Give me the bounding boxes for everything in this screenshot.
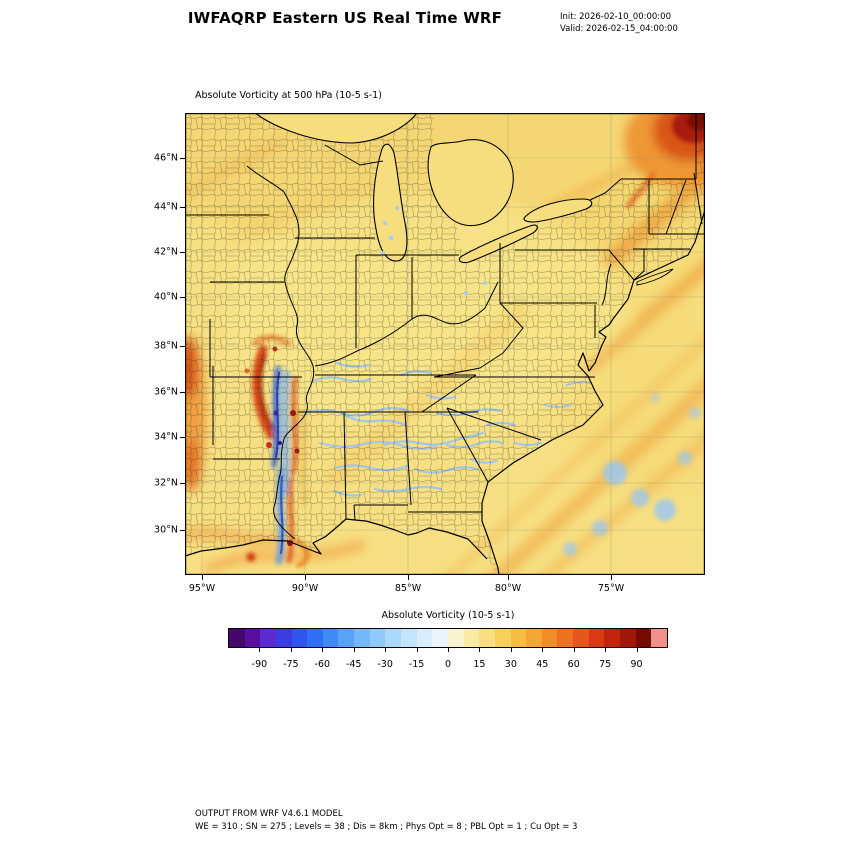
colorbar-cell [573,629,589,647]
colorbar-tick-label: 75 [599,659,612,670]
colorbar-cell [651,629,667,647]
map-panel [185,113,705,575]
valid-time: Valid: 2026-02-15_04:00:00 [560,24,678,34]
state-boundaries [185,113,705,540]
colorbar-tick-mark [322,648,324,652]
colorbar-tick-label: -15 [408,659,425,670]
colorbar-cell [447,629,464,647]
colorbar-tick-mark [353,648,355,652]
vorticity-map-canvas [185,113,705,575]
colorbar-cell [494,629,511,647]
lon-tick-label: 95°W [188,583,216,594]
colorbar-cell [510,629,527,647]
footer-model-line: OUTPUT FROM WRF V4.6.1 MODEL [195,809,343,819]
colorbar [228,628,668,648]
colorbar-tick-label: 0 [444,659,452,670]
colorbar-cell [322,629,339,647]
lat-tick-label: 42°N [154,246,178,258]
colorbar-tick-label: 15 [473,659,486,670]
colorbar-cell [588,629,605,647]
page-title: IWFAQRP Eastern US Real Time WRF [187,9,503,27]
great-lakes [254,113,593,264]
colorbar-cell [479,629,495,647]
colorbar-cell [260,629,276,647]
colorbar-tick-label: -90 [251,659,268,670]
lat-tick-label: 38°N [154,340,178,352]
lon-tick-label: 75°W [597,583,625,594]
colorbar-cell [416,629,433,647]
colorbar-tick-mark [290,648,292,652]
lon-tick-mark [202,575,203,580]
colorbar-tick-mark [542,648,544,652]
lat-tick-label: 46°N [154,152,178,164]
colorbar-cell [557,629,574,647]
footer: OUTPUT FROM WRF V4.6.1 MODEL WE = 310 ; … [195,808,577,833]
colorbar-tick-label: -75 [283,659,299,670]
colorbar-tick-label: -45 [345,659,362,670]
run-info: Init: 2026-02-10_00:00:00 Valid: 2026-02… [560,11,678,35]
coastline [185,209,705,575]
colorbar-tick-mark [385,648,387,652]
lon-tick-label: 85°W [394,583,422,594]
lat-tick-label: 32°N [154,477,178,489]
colorbar-cell [338,629,355,647]
lat-tick-label: 30°N [154,524,178,536]
colorbar-cell [291,629,308,647]
colorbar-cell [354,629,370,647]
colorbar-tick-label: 60 [567,659,580,670]
colorbar-cell [604,629,621,647]
lon-tick-mark [408,575,409,580]
colorbar-tick-label: 30 [504,659,517,670]
colorbar-tick-mark [479,648,481,652]
colorbar-tick-label: -30 [377,659,393,670]
colorbar-tick-label: 45 [536,659,549,670]
long-island [636,268,674,286]
colorbar-cell [275,629,292,647]
colorbar-cell [401,629,417,647]
colorbar-cell [635,629,652,647]
lake-speckles [381,206,487,295]
lat-tick-label: 36°N [154,386,178,398]
colorbar-tick-label: 90 [630,659,643,670]
colorbar-cell [526,629,542,647]
colorbar-tick-mark [573,648,575,652]
colorbar-cell [369,629,386,647]
lon-tick-mark [305,575,306,580]
lat-tick-label: 44°N [154,201,178,213]
lon-tick-mark [508,575,509,580]
init-time: Init: 2026-02-10_00:00:00 [560,12,671,22]
lon-tick-label: 90°W [291,583,319,594]
colorbar-tick-mark [510,648,512,652]
colorbar-tick-mark [448,648,449,652]
colorbar-tick-label: -60 [314,659,331,670]
lat-tick-label: 40°N [154,291,178,303]
map-subtitle: Absolute Vorticity at 500 hPa (10-5 s-1) [195,90,382,101]
colorbar-cell [244,629,261,647]
colorbar-cell [307,629,323,647]
colorbar-cell [229,629,245,647]
colorbar-tick-mark [416,648,418,652]
lon-tick-label: 80°W [494,583,522,594]
colorbar-tick-mark [605,648,607,652]
colorbar-tick-mark [636,648,638,652]
colorbar-cell [432,629,448,647]
colorbar-cell [463,629,480,647]
footer-config-line: WE = 310 ; SN = 275 ; Levels = 38 ; Dis … [195,821,578,832]
map-frame [185,113,705,575]
colorbar-cell [385,629,402,647]
lon-tick-mark [611,575,612,580]
colorbar-cell [620,629,636,647]
colorbar-title: Absolute Vorticity (10-5 s-1) [381,610,515,621]
lat-tick-label: 34°N [154,431,178,443]
colorbar-tick-mark [259,648,261,652]
colorbar-cell [541,629,558,647]
